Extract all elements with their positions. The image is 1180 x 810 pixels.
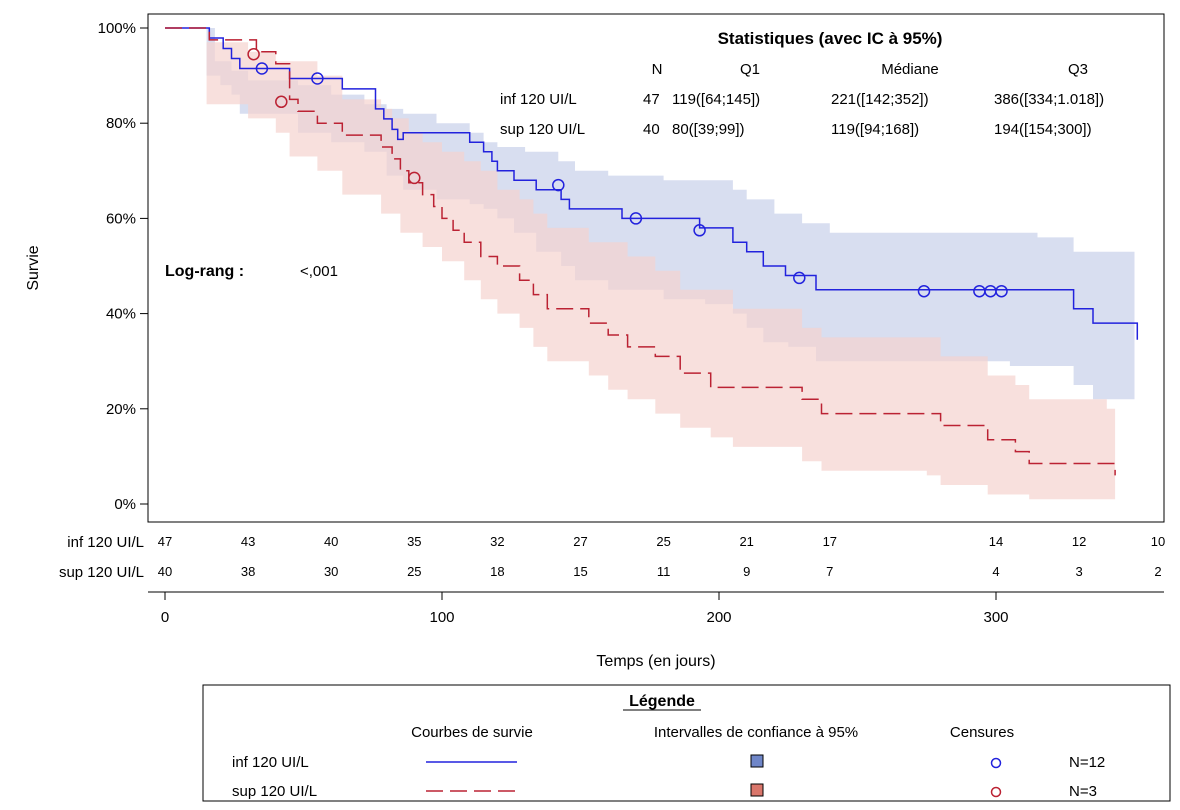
legend-frame bbox=[202, 684, 1171, 802]
legend-censor-count: N=12 bbox=[1069, 754, 1105, 771]
x-tick-label: 300 bbox=[983, 609, 1008, 626]
y-tick-label: 40% bbox=[106, 306, 136, 323]
legend-censor-count: N=3 bbox=[1069, 783, 1097, 800]
at-risk-count: 32 bbox=[490, 534, 504, 549]
legend-col-curves: Courbes de survie bbox=[411, 724, 533, 741]
legend-row-label: sup 120 UI/L bbox=[232, 783, 317, 800]
y-tick-label: 20% bbox=[106, 401, 136, 418]
stats-row-median: 221([142;352]) bbox=[831, 91, 929, 108]
stats-row-n: 40 bbox=[643, 121, 660, 138]
censor-marker bbox=[693, 224, 706, 237]
at-risk-table: inf 120 UI/L sup 120 UI/L 47 43 40 35 32 27 25… bbox=[59, 534, 1165, 581]
at-risk-count: 35 bbox=[407, 534, 421, 549]
legend-row-label: inf 120 UI/L bbox=[232, 754, 309, 771]
censor-marker bbox=[255, 62, 269, 75]
stats-row-q1: 80([39;99]) bbox=[672, 121, 745, 138]
survival-curve-1 bbox=[165, 27, 1116, 476]
legend-col-ci: Intervalles de confiance à 95% bbox=[654, 724, 858, 741]
at-risk-count: 21 bbox=[739, 534, 753, 549]
at-risk-count: 30 bbox=[324, 564, 338, 579]
censor-marker bbox=[995, 284, 1008, 298]
at-risk-count: 25 bbox=[407, 564, 421, 579]
at-risk-count: 25 bbox=[656, 534, 670, 549]
at-risk-count: 27 bbox=[573, 534, 587, 549]
y-tick-label: 60% bbox=[106, 210, 136, 227]
at-risk-count: 47 bbox=[158, 534, 172, 549]
stats-row-median: 119([94;168]) bbox=[831, 121, 919, 138]
at-risk-count: 15 bbox=[573, 564, 587, 579]
censor-marker bbox=[552, 178, 565, 192]
at-risk-count: 7 bbox=[826, 564, 833, 579]
at-risk-count: 2 bbox=[1154, 564, 1161, 579]
at-risk-count: 10 bbox=[1151, 534, 1165, 549]
y-axis-label: Survie bbox=[25, 245, 42, 290]
y-tick-label: 0% bbox=[114, 496, 136, 513]
x-tick-label: 100 bbox=[429, 609, 454, 626]
stats-row-label: sup 120 UI/L bbox=[500, 121, 585, 138]
x-tick-label: 0 bbox=[161, 609, 169, 626]
censor-marker bbox=[247, 47, 260, 61]
legend-ci-swatch-sup120 bbox=[750, 783, 764, 797]
plot-frame bbox=[147, 13, 1165, 523]
stats-header-q1: Q1 bbox=[740, 61, 760, 78]
stats-row-n: 47 bbox=[643, 91, 660, 108]
y-axis: 100% 80% 60% 40% 20% 0% bbox=[98, 20, 148, 513]
stats-title: Statistiques (avec IC à 95%) bbox=[718, 29, 943, 48]
survival-curves bbox=[165, 27, 1139, 476]
at-risk-count: 9 bbox=[743, 564, 750, 579]
legend-ci-swatch-inf120 bbox=[750, 754, 764, 768]
legend-censor-marker-inf120 bbox=[990, 757, 1002, 769]
stats-header-n: N bbox=[652, 61, 663, 78]
stats-row-q1: 119([64;145]) bbox=[672, 91, 760, 108]
stats-header-q3: Q3 bbox=[1068, 61, 1088, 78]
legend: Légende Courbes de survie Intervalles de… bbox=[202, 684, 1171, 802]
y-tick-label: 80% bbox=[106, 115, 136, 132]
at-risk-count: 3 bbox=[1075, 564, 1082, 579]
confidence-band-1 bbox=[165, 28, 1116, 500]
at-risk-count: 12 bbox=[1072, 534, 1086, 549]
at-risk-count: 38 bbox=[241, 564, 255, 579]
stats-row-q3: 194([154;300]) bbox=[994, 121, 1092, 138]
logrank-value: <,001 bbox=[300, 263, 338, 280]
censor-marker bbox=[917, 284, 931, 298]
at-risk-count: 40 bbox=[324, 534, 338, 549]
x-axis-label: Temps (en jours) bbox=[596, 653, 715, 670]
at-risk-count: 43 bbox=[241, 534, 255, 549]
at-risk-row-label: sup 120 UI/L bbox=[59, 564, 144, 581]
censor-markers bbox=[247, 47, 1008, 298]
at-risk-count: 17 bbox=[823, 534, 837, 549]
x-tick-label: 200 bbox=[706, 609, 731, 626]
at-risk-count: 18 bbox=[490, 564, 504, 579]
at-risk-count: 4 bbox=[992, 564, 999, 579]
censor-marker bbox=[275, 95, 288, 109]
y-tick-label: 100% bbox=[98, 20, 136, 37]
at-risk-count: 11 bbox=[657, 564, 671, 579]
at-risk-row-label: inf 120 UI/L bbox=[67, 534, 144, 551]
stats-header-median: Médiane bbox=[881, 61, 939, 78]
censor-marker bbox=[793, 271, 806, 285]
legend-censor-marker-sup120 bbox=[990, 786, 1002, 798]
x-axis: 0 100 200 300 bbox=[148, 591, 1164, 626]
stats-row-q3: 386([334;1.018]) bbox=[994, 91, 1104, 108]
censor-marker bbox=[629, 212, 643, 225]
legend-title: Légende bbox=[629, 693, 695, 710]
censor-marker bbox=[311, 72, 324, 85]
at-risk-count: 14 bbox=[989, 534, 1003, 549]
stats-table: Statistiques (avec IC à 95%) N Q1 Médian… bbox=[500, 29, 1104, 138]
censor-marker bbox=[408, 171, 421, 185]
at-risk-count: 40 bbox=[158, 564, 172, 579]
stats-row-label: inf 120 UI/L bbox=[500, 91, 577, 108]
legend-col-censor: Censures bbox=[950, 724, 1014, 741]
logrank-label: Log-rang : bbox=[165, 263, 244, 280]
